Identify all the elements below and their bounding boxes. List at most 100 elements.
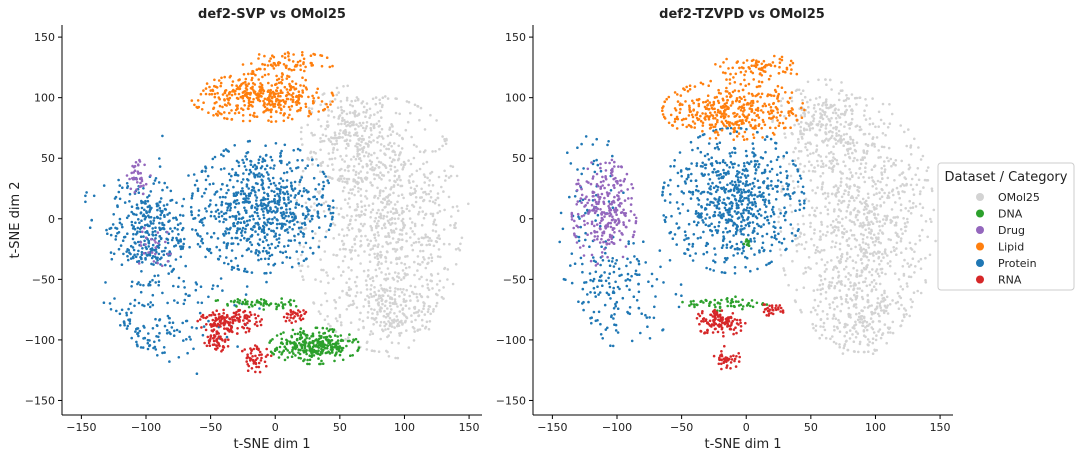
data-point (342, 234, 346, 238)
data-point (875, 136, 879, 139)
data-point (358, 148, 362, 151)
data-point (393, 150, 396, 154)
data-point (206, 174, 210, 178)
data-point (290, 265, 294, 269)
left-y-axis-label: t-SNE dim 2 (8, 181, 23, 258)
data-point (369, 292, 373, 296)
series-dna (214, 297, 361, 366)
data-point (389, 331, 393, 334)
data-point (216, 208, 220, 212)
data-point (372, 323, 375, 326)
data-point (157, 283, 160, 287)
data-point (879, 155, 882, 159)
data-point (910, 177, 914, 181)
data-point (437, 248, 441, 251)
data-point (205, 344, 209, 348)
data-point (889, 250, 893, 254)
data-point (351, 354, 355, 357)
data-point (235, 104, 238, 107)
data-point (422, 304, 426, 308)
data-point (230, 249, 234, 252)
data-point (367, 269, 370, 272)
data-point (408, 209, 411, 213)
data-point (372, 317, 375, 320)
data-point (255, 248, 258, 252)
data-point (109, 226, 113, 230)
data-point (332, 168, 335, 171)
data-point (389, 241, 392, 245)
data-point (248, 119, 252, 123)
data-point (365, 108, 369, 112)
data-point (257, 243, 261, 247)
data-point (277, 237, 281, 240)
data-point (174, 244, 178, 247)
data-point (386, 307, 389, 310)
data-point (451, 205, 455, 209)
data-point (297, 109, 301, 112)
data-point (871, 268, 874, 271)
data-point (450, 215, 453, 218)
data-point (243, 104, 246, 107)
data-point (781, 97, 784, 100)
data-point (415, 184, 419, 188)
data-point (274, 184, 277, 187)
data-point (278, 182, 281, 185)
data-point (871, 97, 874, 100)
data-point (356, 203, 359, 206)
data-point (400, 247, 403, 251)
data-point (240, 107, 243, 110)
data-point (298, 189, 302, 193)
data-point (371, 184, 374, 187)
data-point (811, 322, 814, 326)
data-point (386, 314, 390, 318)
data-point (203, 216, 206, 220)
data-point (887, 159, 890, 163)
data-point (423, 175, 427, 179)
data-point (838, 242, 842, 246)
data-point (926, 166, 930, 169)
data-point (229, 206, 232, 210)
data-point (172, 216, 175, 220)
data-point (824, 197, 828, 200)
data-point (782, 269, 786, 272)
data-point (175, 201, 178, 204)
data-point (366, 171, 369, 174)
data-point (845, 238, 849, 242)
data-point (304, 167, 307, 170)
data-point (269, 57, 273, 60)
data-point (287, 201, 291, 205)
data-point (374, 102, 378, 106)
data-point (388, 272, 391, 276)
data-point (154, 233, 158, 237)
data-point (275, 110, 278, 114)
data-point (858, 342, 862, 346)
data-point (367, 204, 371, 207)
data-point (109, 233, 113, 237)
data-point (865, 324, 869, 328)
data-point (157, 280, 161, 284)
data-point (261, 240, 265, 243)
data-point (412, 241, 416, 245)
data-point (233, 206, 237, 209)
data-point (819, 288, 822, 292)
data-point (421, 284, 424, 288)
data-point (330, 157, 334, 161)
data-point (246, 369, 250, 373)
data-point (270, 120, 273, 123)
data-point (135, 213, 138, 217)
data-point (255, 324, 259, 328)
data-point (402, 298, 406, 301)
data-point (393, 271, 397, 274)
data-point (870, 280, 874, 284)
data-point (331, 163, 334, 166)
data-point (816, 159, 819, 163)
data-point (209, 89, 212, 92)
data-point (272, 352, 276, 356)
data-point (337, 122, 340, 126)
data-point (866, 263, 869, 267)
data-point (316, 341, 320, 345)
data-point (231, 319, 235, 323)
data-point (327, 181, 331, 185)
data-point (227, 338, 230, 342)
data-point (846, 205, 850, 209)
